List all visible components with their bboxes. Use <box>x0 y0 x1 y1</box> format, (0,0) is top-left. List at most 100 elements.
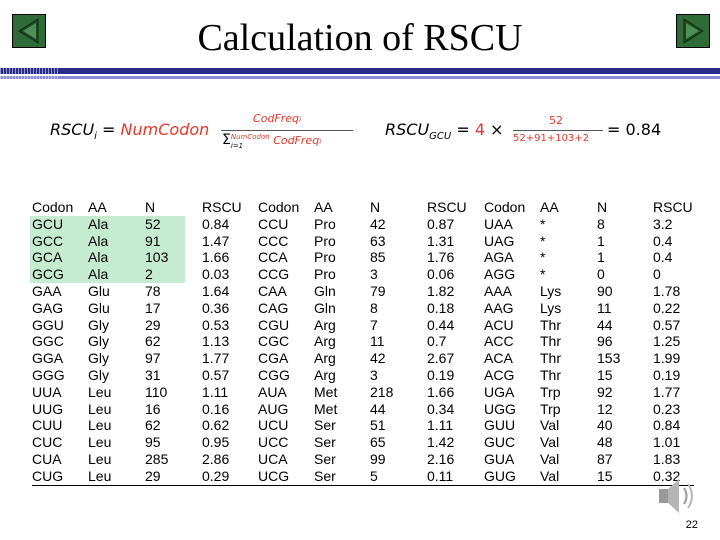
table-cell: 2.16 <box>427 450 455 467</box>
rule-pattern <box>0 68 60 79</box>
table-cell: 1.66 <box>427 383 455 400</box>
table-cell: 3 <box>370 266 378 283</box>
example-numerator: 52 <box>549 114 563 127</box>
table-cell: CAG <box>258 299 289 316</box>
next-arrow-icon <box>683 18 704 44</box>
table-cell: 1.64 <box>202 282 230 299</box>
table-cell: Gly <box>88 333 109 350</box>
table-cell: 65 <box>370 434 386 451</box>
table-cell: 0.4 <box>653 232 673 249</box>
table-cell: 31 <box>145 366 161 383</box>
slide-title: Calculation of RSCU <box>197 17 523 59</box>
table-cell: 42 <box>370 215 386 232</box>
table-cell: 63 <box>370 232 386 249</box>
table-cell: Leu <box>88 417 112 434</box>
example-equals: = <box>456 120 470 139</box>
table-cell: Ala <box>88 249 109 266</box>
table-cell: UUG <box>32 400 64 417</box>
column-header: N <box>145 199 156 215</box>
table-cell: Leu <box>88 450 112 467</box>
table-cell: 0.62 <box>202 417 230 434</box>
table-cell: 62 <box>145 333 161 350</box>
fraction-numerator: CodFreq <box>253 112 299 125</box>
table-cell: Pro <box>314 249 336 266</box>
table-cell: 0.57 <box>653 316 681 333</box>
prev-slide-button[interactable] <box>12 14 46 48</box>
table-cell: Val <box>540 434 560 451</box>
table-cell: 5 <box>370 467 378 484</box>
table-cell: UCU <box>258 417 289 434</box>
table-cell: CUU <box>32 417 63 434</box>
column-header: Codon <box>32 199 74 215</box>
table-cell: GGG <box>32 366 65 383</box>
example-factor: 4 <box>474 120 485 139</box>
table-cell: UAG <box>484 232 515 249</box>
next-slide-button[interactable] <box>676 14 710 48</box>
table-cell: 99 <box>370 450 386 467</box>
table-cell: 1.11 <box>427 417 454 434</box>
table-cell: 0.84 <box>653 417 681 434</box>
table-cell: 79 <box>370 282 386 299</box>
table-cell: 52 <box>145 215 161 232</box>
formula-lhs: RSCU <box>50 120 95 139</box>
table-cell: AGG <box>484 266 516 283</box>
table-cell: 90 <box>597 282 613 299</box>
table-cell: Thr <box>540 350 561 367</box>
table-cell: 40 <box>597 417 613 434</box>
table-cell: 15 <box>597 366 613 383</box>
table-cell: Leu <box>88 434 112 451</box>
table-cell: 1.25 <box>653 333 681 350</box>
table-cell: 1.31 <box>427 232 455 249</box>
table-cell: 1.78 <box>653 282 681 299</box>
sum-symbol: Σ <box>222 132 231 148</box>
table-cell: Leu <box>88 400 112 417</box>
table-cell: Ala <box>88 266 109 283</box>
table-cell: Gly <box>88 350 109 367</box>
table-cell: 44 <box>370 400 386 417</box>
table-cell: 44 <box>597 316 613 333</box>
table-cell: 42 <box>370 350 386 367</box>
table-cell: Arg <box>314 333 336 350</box>
table-cell: Pro <box>314 215 336 232</box>
table-column: N 8 1 1 0 90 11 44 96 153 15 92 12 40 48 87 15 <box>597 199 620 485</box>
table-cell: AAA <box>484 282 513 299</box>
sum-lower: i=1 <box>230 142 244 150</box>
table-column: Codon GCU GCC GCA GCG GAA GAG GGU GGC GGA GGG UUA UU… <box>32 199 73 485</box>
table-cell: Ala <box>88 232 109 249</box>
table-column: RSCU 3.2 0.4 0.4 0 1.78 0.22 0.57 1.25 1.99 0.19 1.… <box>653 199 693 485</box>
table-cell: GUA <box>484 450 515 467</box>
table-cell: 0.19 <box>653 366 681 383</box>
table-cell: UCA <box>258 450 288 467</box>
table-cell: 1 <box>597 249 605 266</box>
table-cell: * <box>540 232 546 249</box>
table-cell: Val <box>540 467 560 484</box>
table-cell: 0 <box>597 266 605 283</box>
speaker-icon[interactable] <box>655 474 699 518</box>
table-cell: GCU <box>32 215 64 232</box>
table-cell: CGC <box>258 333 290 350</box>
table-cell: 218 <box>370 383 394 400</box>
column-header: N <box>597 199 608 215</box>
table-cell: 0.84 <box>202 215 230 232</box>
table-cell: 1.82 <box>427 282 455 299</box>
table-cell: 1.77 <box>653 383 681 400</box>
table-cell: 92 <box>597 383 613 400</box>
table-cell: 0.03 <box>202 266 230 283</box>
table-cell: 0.36 <box>202 299 230 316</box>
table-cell: 1.76 <box>427 249 455 266</box>
table-cell: Trp <box>540 383 561 400</box>
table-cell: UGG <box>484 400 516 417</box>
column-header: AA <box>540 199 559 215</box>
fraction-bar <box>221 130 353 131</box>
table-cell: 15 <box>597 467 613 484</box>
table-cell: 62 <box>145 417 161 434</box>
table-cell: ACA <box>484 350 513 367</box>
table-cell: GAA <box>32 282 62 299</box>
title-rule-light <box>0 76 720 79</box>
rscu-example-formula: RSCUGCU = 4 × 52 52+91+103+2 = 0.84 <box>385 108 675 152</box>
formula-lhs-sub: i <box>94 131 97 142</box>
table-cell: 1.99 <box>653 350 681 367</box>
table-cell: 11 <box>597 299 612 316</box>
table-column: N 52 91 103 2 78 17 29 62 97 31 110 16 62 95 285 29 <box>145 199 168 485</box>
fraction-denominator: CodFreq <box>273 134 320 147</box>
